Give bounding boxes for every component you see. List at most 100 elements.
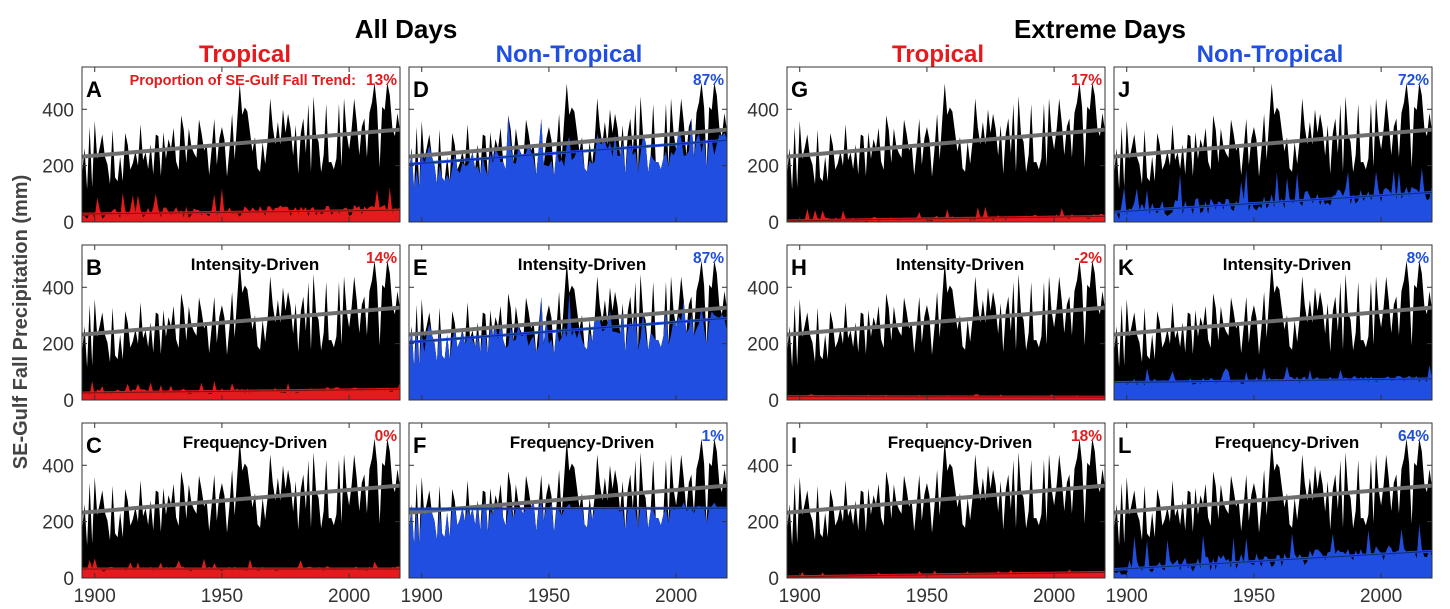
component-trend-edge	[1114, 378, 1432, 384]
x-tick-label: 2000	[655, 586, 697, 607]
component-trend-edge	[409, 139, 727, 165]
component-trend-edge	[787, 571, 1105, 578]
panel-frame	[408, 422, 728, 579]
y-tick-label: 400	[42, 278, 74, 299]
panel-c: 0 200 400 1900 1950 2000 C Frequency-Driven 0%	[42, 422, 401, 607]
panel-letter: C	[86, 433, 102, 458]
y-tick-label: 200	[747, 157, 779, 178]
panel-plot-area	[787, 260, 1105, 400]
y-tick-label: 0	[768, 391, 779, 412]
panel-g: 0 200 400 G 17%	[747, 66, 1106, 234]
panel-subtitle: Frequency-Driven	[510, 433, 655, 452]
x-tick-label: 2000	[328, 586, 370, 607]
panel-plot-area	[82, 260, 400, 400]
panel-percent: 13%	[366, 72, 397, 89]
panel-subtitle: Intensity-Driven	[1223, 255, 1351, 274]
component-trend-line	[787, 214, 1105, 222]
panel-percent: -2%	[1074, 250, 1102, 267]
component-trend-edge	[1114, 550, 1432, 571]
component-area	[787, 569, 1105, 578]
component-trend-edge	[82, 388, 400, 394]
component-trend-edge	[1114, 191, 1432, 213]
x-tick-label: 2000	[1033, 586, 1075, 607]
panel-plot-area	[409, 260, 727, 400]
component-area	[82, 558, 400, 578]
panel-plot-area	[1114, 82, 1432, 222]
panel-i: 0 200 400 1900 1950 2000 I Frequency-Driven 18%	[747, 422, 1106, 607]
group-title-extreme-days: Extreme Days	[1014, 14, 1186, 44]
group-title-all-days: All Days	[355, 14, 458, 44]
total-trend-line	[82, 305, 400, 337]
component-trend-line	[1114, 377, 1432, 385]
component-trend-line	[1114, 190, 1432, 214]
component-area	[1114, 524, 1432, 578]
panel-subtitle: Frequency-Driven	[1215, 433, 1360, 452]
panel-k: K Intensity-Driven 8%	[1113, 244, 1433, 401]
panel-frame	[786, 244, 1106, 401]
panel-percent: 8%	[1407, 250, 1430, 267]
panel-percent: 14%	[366, 250, 397, 267]
panel-subtitle: Frequency-Driven	[888, 433, 1033, 452]
panel-letter: K	[1118, 255, 1134, 280]
proportion-label: Proportion of SE-Gulf Fall Trend:	[130, 73, 356, 89]
panel-letter: F	[413, 433, 426, 458]
panel-a: 0 200 400 A Proportion of SE-Gulf Fall Trend…	[42, 66, 401, 234]
panel-subtitle: Intensity-Driven	[896, 255, 1024, 274]
component-trend-edge	[409, 317, 727, 343]
panel-b: 0 200 400 B Intensity-Driven 14%	[42, 244, 401, 412]
panel-letter: G	[791, 77, 808, 102]
component-trend-line	[1114, 549, 1432, 572]
component-trend-edge	[787, 215, 1105, 222]
x-tick-label: 1900	[74, 586, 116, 607]
total-trend-line	[409, 305, 727, 337]
component-trend-line	[409, 316, 727, 344]
panel-frame	[786, 66, 1106, 223]
panel-letter: H	[791, 255, 807, 280]
x-tick-label: 1900	[401, 586, 443, 607]
component-area	[409, 500, 727, 578]
panel-percent: 64%	[1398, 428, 1429, 445]
x-tick-label: 1950	[1233, 586, 1275, 607]
component-trend-line	[787, 395, 1105, 399]
total-trend-line	[787, 305, 1105, 337]
total-precip-area	[82, 438, 400, 578]
total-trend-line	[1114, 127, 1432, 159]
panel-frame	[81, 244, 401, 401]
panel-letter: E	[413, 255, 428, 280]
panel-e: E Intensity-Driven 87%	[408, 244, 728, 401]
panel-percent: 1%	[702, 428, 725, 445]
component-trend-line	[82, 208, 400, 216]
total-trend-line	[409, 127, 727, 159]
panel-frame	[1113, 244, 1433, 401]
x-tick-label: 1900	[779, 586, 821, 607]
total-trend-line	[1114, 483, 1432, 515]
panel-percent: 87%	[693, 72, 724, 89]
total-trend-line	[787, 127, 1105, 159]
y-tick-label: 0	[63, 391, 74, 412]
component-trend-edge	[409, 507, 727, 510]
total-precip-area	[1114, 82, 1432, 222]
panel-plot-area	[409, 438, 727, 578]
panel-plot-area	[1114, 260, 1432, 400]
y-tick-label: 400	[42, 456, 74, 477]
panel-d: D 87%	[408, 66, 728, 223]
total-precip-area	[82, 82, 400, 222]
total-trend-line	[787, 483, 1105, 515]
panel-percent: 87%	[693, 250, 724, 267]
y-tick-label: 400	[747, 100, 779, 121]
panel-frame	[408, 244, 728, 401]
column-title-all-tropical: Tropical	[199, 41, 291, 68]
y-tick-label: 400	[747, 278, 779, 299]
panel-plot-area	[787, 438, 1105, 578]
panel-percent: 17%	[1071, 72, 1102, 89]
component-area	[409, 115, 727, 222]
y-tick-label: 0	[63, 213, 74, 234]
panel-letter: D	[413, 77, 429, 102]
y-tick-label: 400	[42, 100, 74, 121]
component-area	[1114, 364, 1432, 400]
panel-plot-area	[787, 82, 1105, 222]
panel-frame	[1113, 66, 1433, 223]
component-trend-line	[787, 570, 1105, 578]
component-trend-line	[409, 138, 727, 166]
